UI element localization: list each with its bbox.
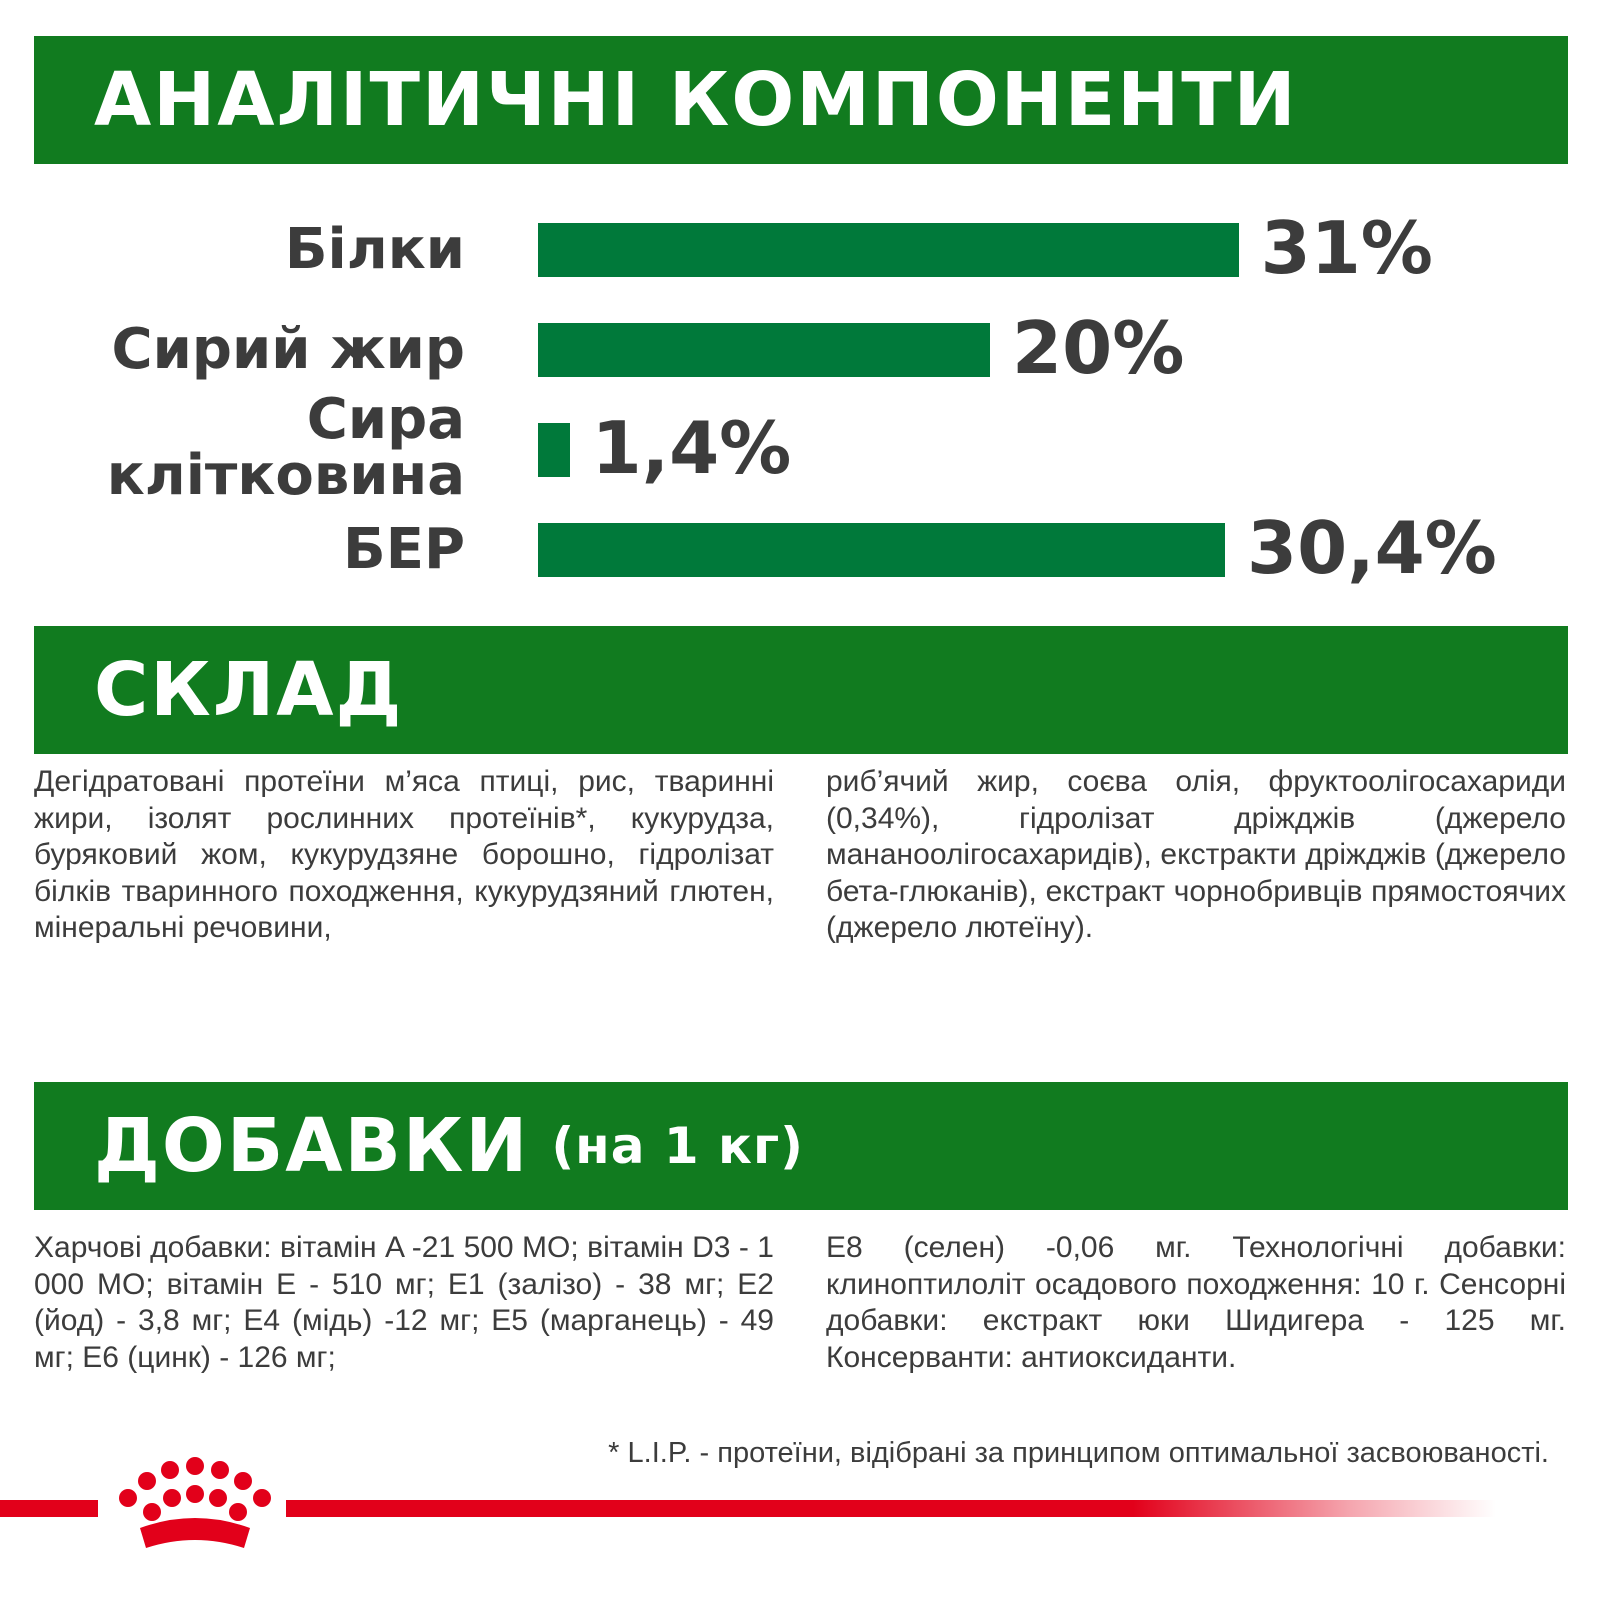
brand-line-left <box>0 1500 98 1517</box>
nutrient-bar <box>538 323 990 377</box>
nutrient-value: 31% <box>1260 206 1433 290</box>
analytical-title: АНАЛІТИЧНІ КОМПОНЕНТИ <box>94 57 1298 143</box>
analytical-banner: АНАЛІТИЧНІ КОМПОНЕНТИ <box>34 36 1568 164</box>
nutrient-bar <box>538 523 1226 577</box>
additives-text-col1: Харчові добавки: вітамін A -21 500 МО; в… <box>34 1231 774 1374</box>
royal-canin-crown-icon <box>119 1457 271 1548</box>
nutrient-value: 1,4% <box>591 406 792 490</box>
nutrient-bar <box>538 223 1239 277</box>
footnote: * L.I.P. - протеїни, відібрані за принци… <box>608 1437 1549 1469</box>
composition-title: СКЛАД <box>94 647 404 733</box>
nutrient-label: Сира клітковина <box>106 387 465 508</box>
additives-heading: ДОБАВКИ (на 1 кг) <box>94 1082 804 1210</box>
brand-line-right <box>286 1500 1496 1517</box>
composition-text-col2: риб’ячий жир, соєва олія, фруктоолігосах… <box>826 765 1566 944</box>
nutrient-label: Сирий жир <box>111 317 465 382</box>
nutrient-value: 20% <box>1012 306 1185 390</box>
additives-banner: ДОБАВКИ (на 1 кг) <box>34 1082 1568 1210</box>
nutrient-label: Білки <box>284 217 465 282</box>
additives-title: ДОБАВКИ <box>94 1103 530 1189</box>
nutrient-value: 30,4% <box>1247 506 1497 590</box>
nutrient-chart: Білки 31% Сирий жир 20% Сира клітковина 1,4% БЕ… <box>0 0 1599 620</box>
nutrient-label: БЕР <box>343 517 465 582</box>
composition-text-col1: Дегідратовані протеїни м’яса птиці, рис,… <box>34 765 774 944</box>
additives-text-col2: E8 (селен) -0,06 мг. Технологічні добавк… <box>826 1231 1566 1374</box>
composition-banner: СКЛАД <box>34 626 1568 754</box>
additives-subtitle: (на 1 кг) <box>551 1117 804 1175</box>
nutrient-bar <box>538 423 570 477</box>
